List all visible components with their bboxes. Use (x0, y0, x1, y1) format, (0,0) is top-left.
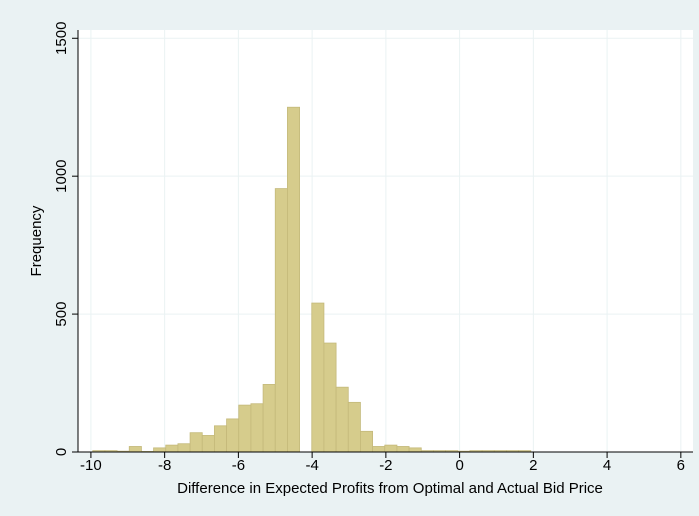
y-tick-label: 500 (53, 302, 70, 327)
bar (189, 432, 203, 453)
x-tick-label: 2 (529, 457, 537, 474)
bar (384, 444, 398, 453)
x-tick-label: -10 (80, 457, 102, 474)
bar (238, 404, 252, 453)
bar (335, 386, 349, 453)
bar (274, 188, 288, 453)
bar (408, 447, 422, 453)
x-tick-label: -6 (232, 457, 245, 474)
x-tick-label: -4 (305, 457, 318, 474)
x-axis-title: Difference in Expected Profits from Opti… (177, 480, 603, 497)
x-tick-label: 6 (677, 457, 685, 474)
y-tick-label: 0 (53, 448, 70, 456)
bar (226, 418, 240, 453)
bar (311, 302, 325, 453)
bar (153, 447, 167, 453)
y-tick-label: 1000 (53, 159, 70, 192)
bar (250, 403, 264, 453)
x-tick-label: 4 (603, 457, 611, 474)
y-tick-label: 1500 (53, 22, 70, 55)
bar (323, 342, 337, 453)
x-tick-label: -2 (379, 457, 392, 474)
bar (262, 384, 276, 453)
bar (214, 425, 227, 453)
bar (177, 443, 191, 453)
bar (372, 446, 386, 453)
bar (165, 444, 179, 453)
bar (201, 435, 215, 453)
bar (287, 106, 300, 453)
bar (360, 430, 373, 453)
bar (396, 446, 410, 453)
bar (347, 401, 361, 453)
bar (128, 446, 142, 453)
x-tick-label: -8 (158, 457, 171, 474)
x-tick-label: 0 (455, 457, 463, 474)
y-axis-title: Frequency (28, 205, 45, 276)
